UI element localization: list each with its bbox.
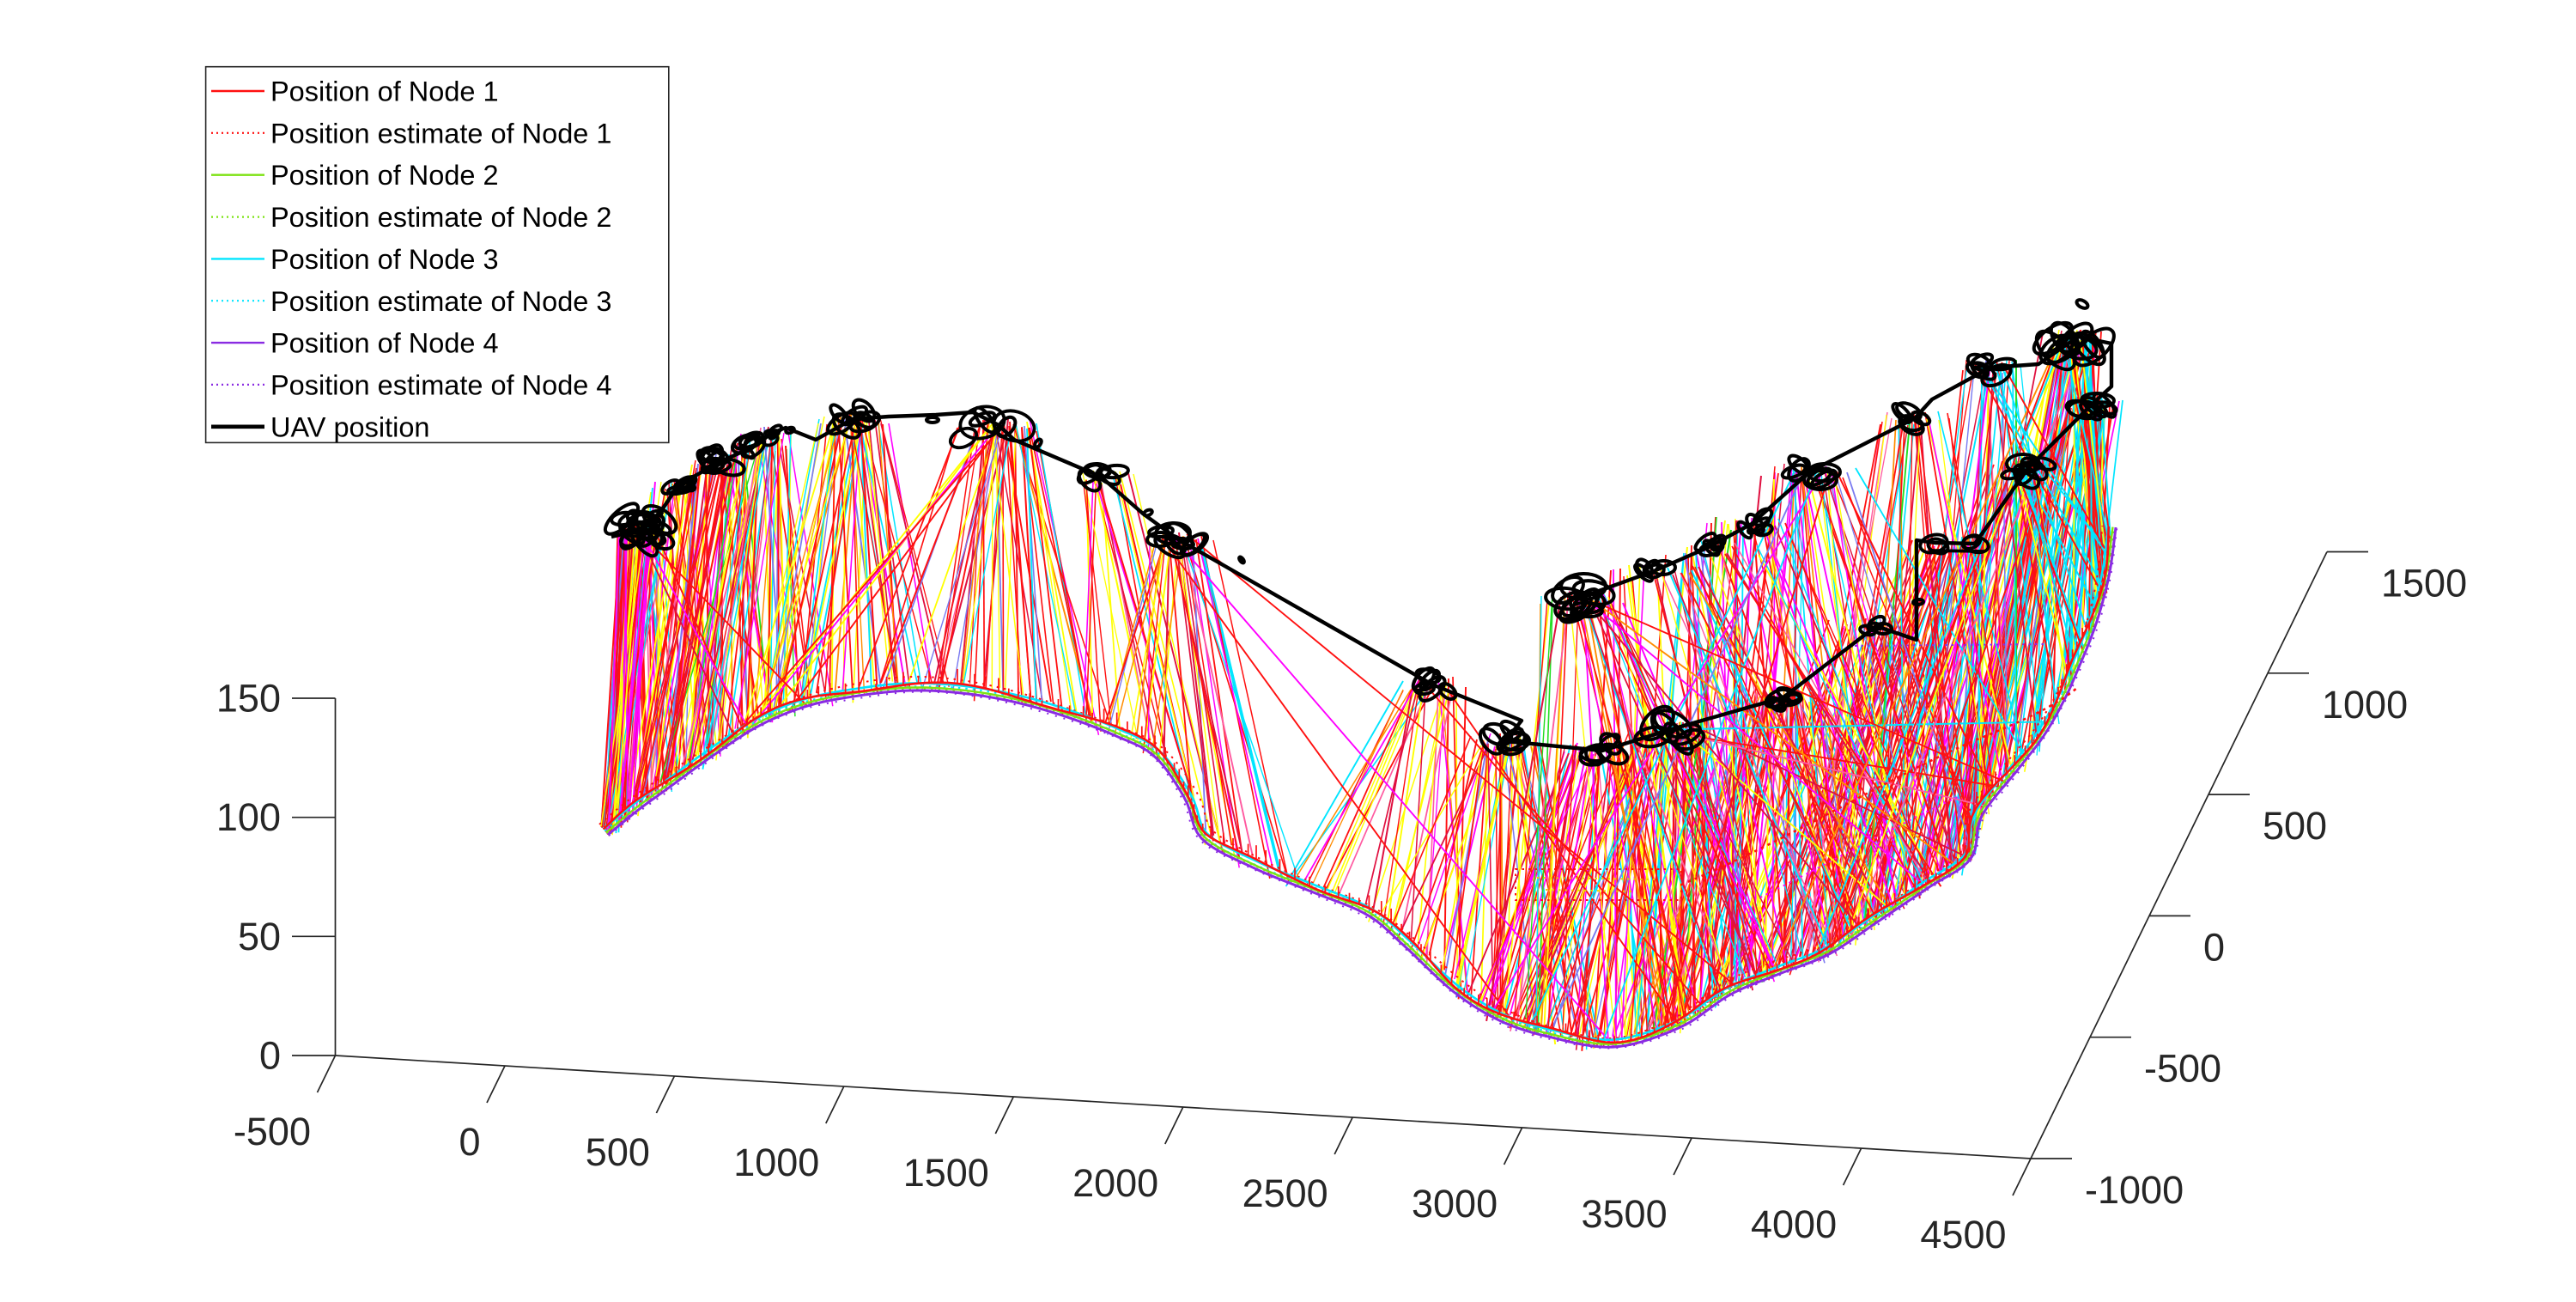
- svg-text:4000: 4000: [1751, 1202, 1837, 1246]
- svg-text:Position of Node 3: Position of Node 3: [270, 244, 499, 275]
- svg-text:2000: 2000: [1072, 1161, 1158, 1205]
- svg-text:Position estimate of Node 2: Position estimate of Node 2: [270, 202, 611, 233]
- svg-text:1000: 1000: [733, 1141, 819, 1184]
- svg-text:0: 0: [259, 1034, 281, 1078]
- svg-text:500: 500: [2263, 804, 2327, 848]
- svg-text:50: 50: [238, 915, 281, 958]
- svg-text:-1000: -1000: [2085, 1168, 2184, 1212]
- svg-text:Position of Node 4: Position of Node 4: [270, 328, 499, 359]
- svg-text:4500: 4500: [1920, 1213, 2006, 1256]
- svg-text:0: 0: [2203, 925, 2225, 969]
- svg-text:Position estimate of Node 3: Position estimate of Node 3: [270, 286, 611, 317]
- svg-text:150: 150: [216, 677, 281, 721]
- svg-text:3000: 3000: [1412, 1182, 1498, 1226]
- svg-text:3500: 3500: [1581, 1192, 1667, 1236]
- svg-text:1500: 1500: [903, 1151, 989, 1195]
- svg-text:UAV position: UAV position: [270, 411, 429, 442]
- svg-text:0: 0: [459, 1120, 480, 1164]
- svg-text:Position of Node 2: Position of Node 2: [270, 160, 499, 191]
- svg-text:-500: -500: [2144, 1047, 2221, 1091]
- svg-text:Position of Node 1: Position of Node 1: [270, 76, 499, 107]
- svg-text:2500: 2500: [1242, 1171, 1328, 1215]
- svg-text:1000: 1000: [2322, 683, 2408, 727]
- svg-text:Position estimate of Node 4: Position estimate of Node 4: [270, 369, 611, 400]
- svg-text:500: 500: [586, 1130, 650, 1174]
- svg-text:1500: 1500: [2381, 562, 2467, 605]
- svg-text:-500: -500: [234, 1110, 311, 1153]
- svg-text:Position estimate of Node 1: Position estimate of Node 1: [270, 118, 611, 149]
- svg-text:100: 100: [216, 795, 281, 839]
